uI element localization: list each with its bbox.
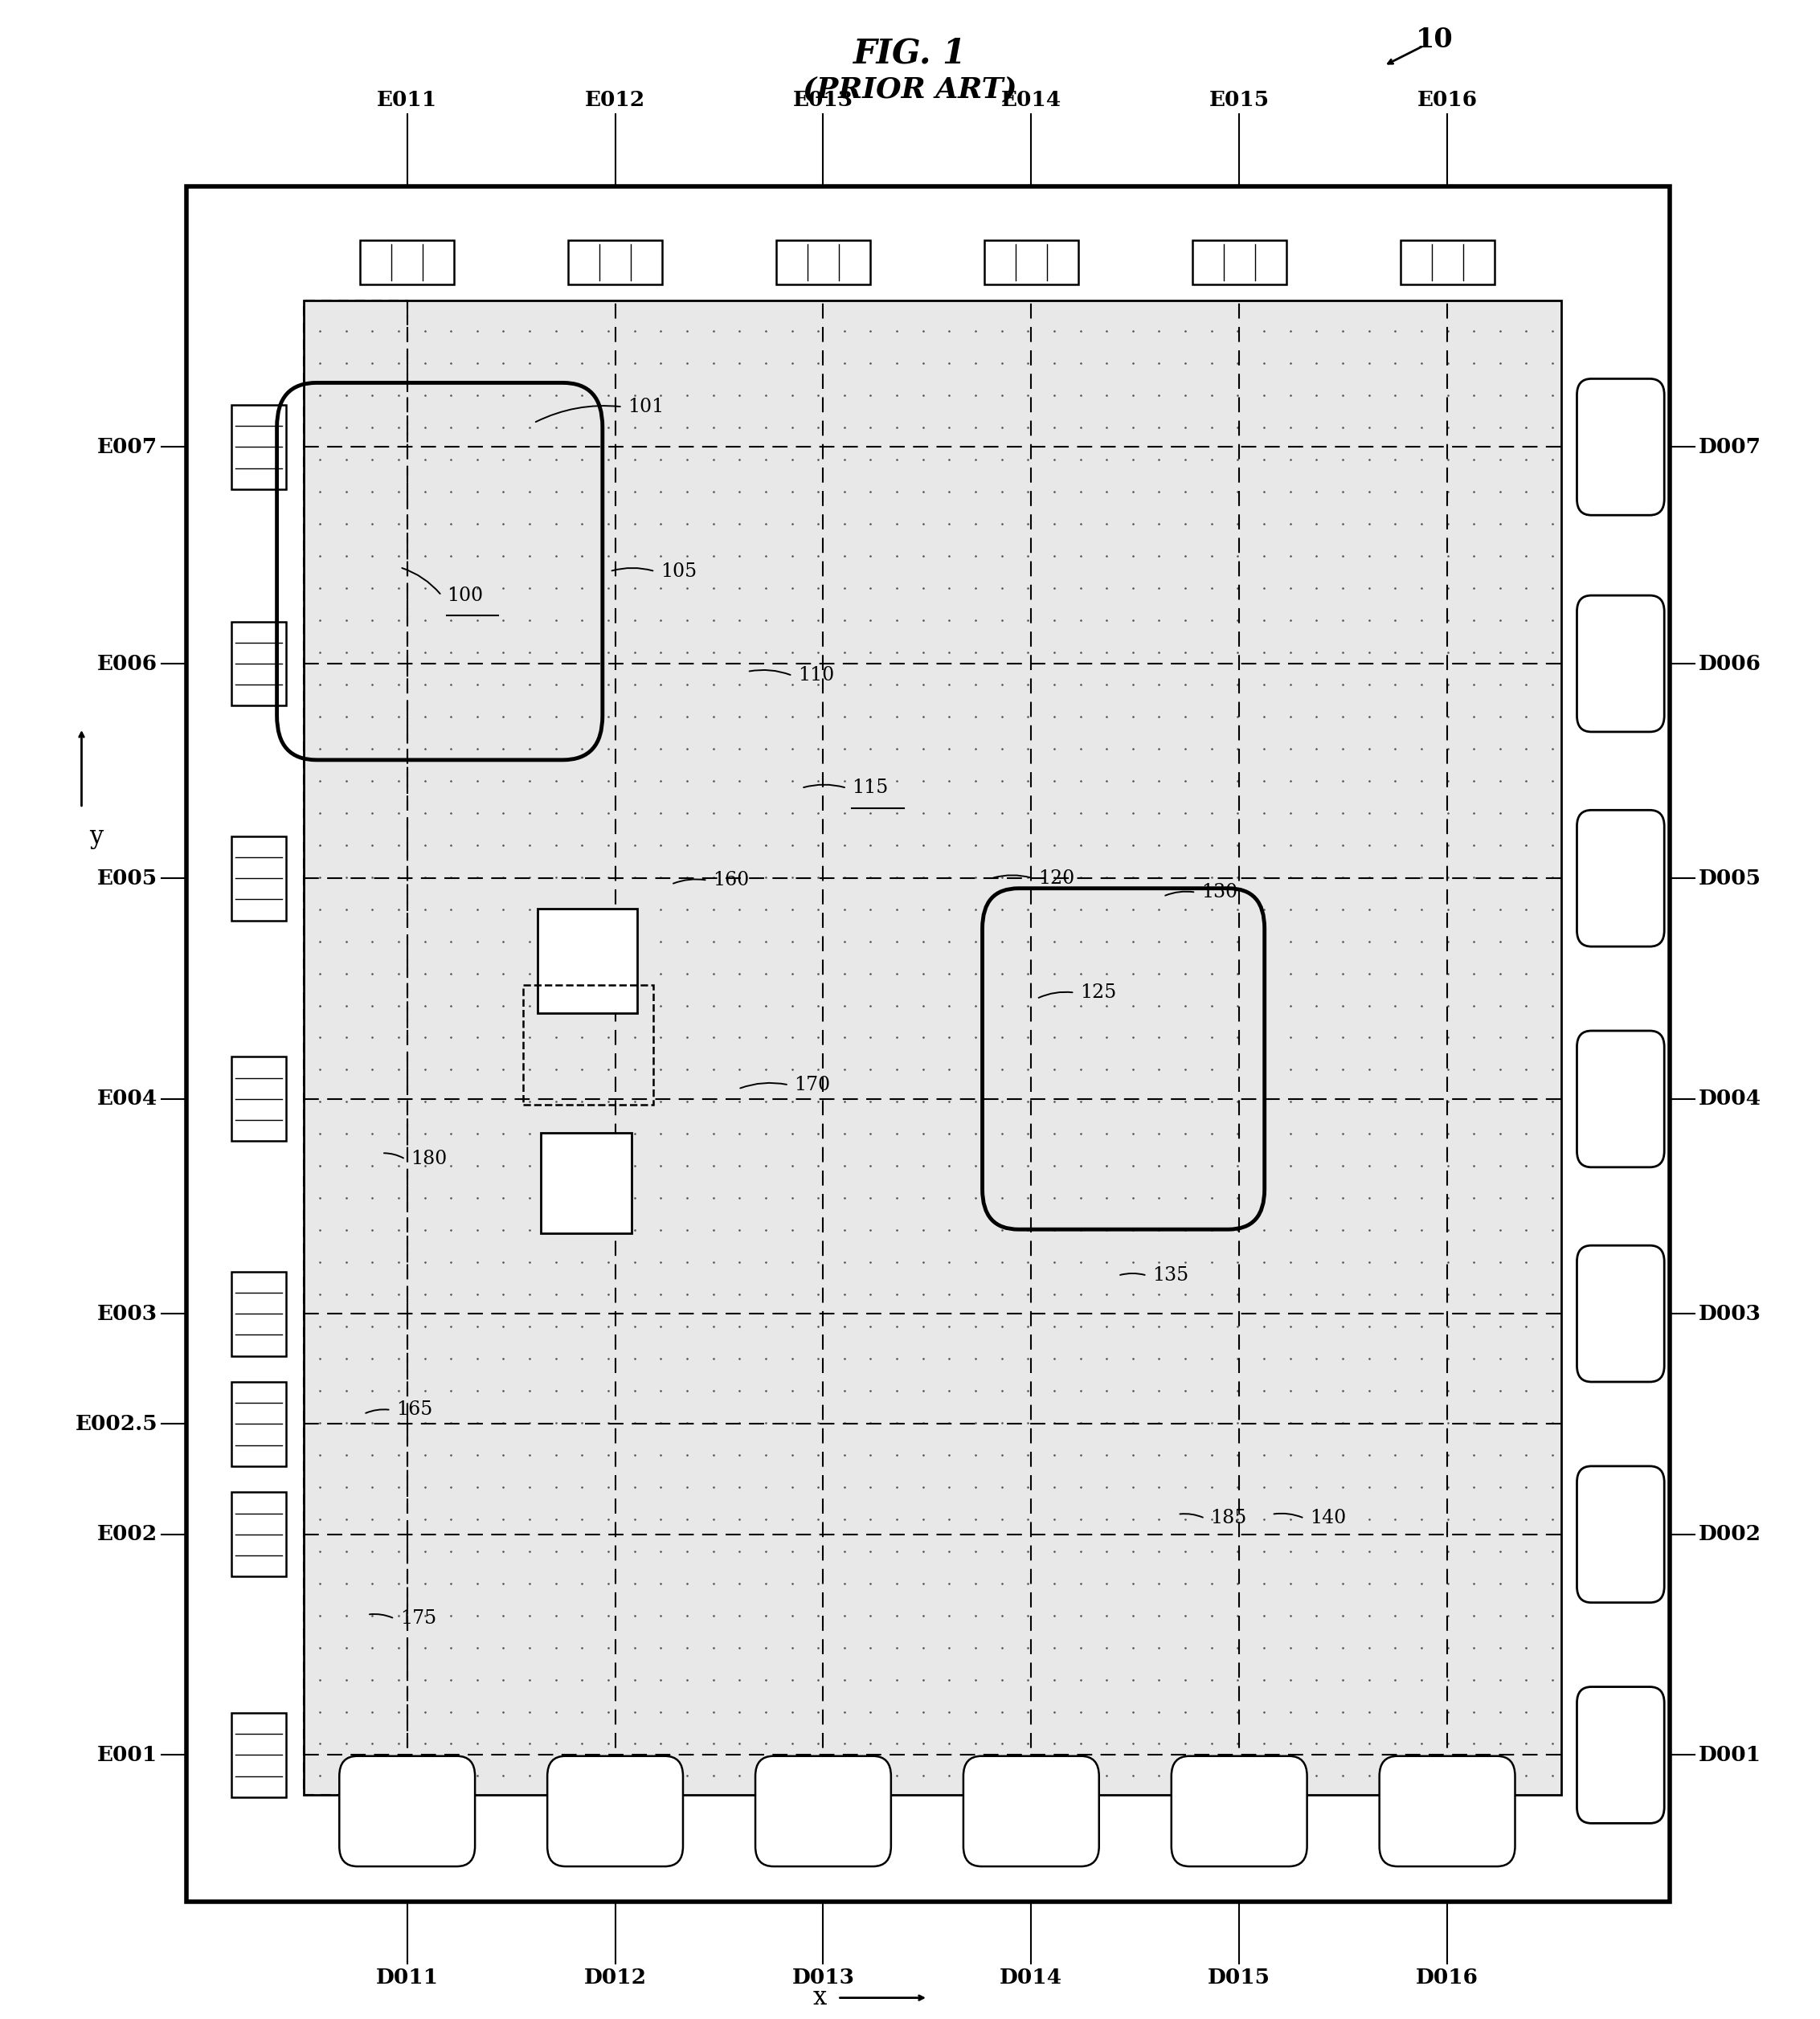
Bar xyxy=(1192,240,1287,285)
Text: D004: D004 xyxy=(1698,1088,1762,1108)
Text: E015: E015 xyxy=(1208,89,1269,109)
Bar xyxy=(304,301,408,1795)
FancyBboxPatch shape xyxy=(1576,596,1663,731)
Bar xyxy=(231,1712,286,1797)
FancyBboxPatch shape xyxy=(963,1757,1099,1866)
Text: 130: 130 xyxy=(1201,882,1238,902)
Bar xyxy=(231,1492,286,1577)
Bar xyxy=(541,1133,632,1234)
FancyBboxPatch shape xyxy=(755,1757,892,1866)
Text: 100: 100 xyxy=(448,586,482,604)
Text: D014: D014 xyxy=(999,1969,1063,1989)
Text: D013: D013 xyxy=(792,1969,855,1989)
Bar xyxy=(231,836,286,921)
Text: D003: D003 xyxy=(1698,1304,1762,1324)
Bar xyxy=(537,909,637,1014)
Bar xyxy=(1400,240,1494,285)
Bar xyxy=(775,240,870,285)
Text: y: y xyxy=(89,824,104,850)
Text: D015: D015 xyxy=(1208,1969,1270,1989)
Text: E001: E001 xyxy=(96,1744,158,1765)
Text: E014: E014 xyxy=(1001,89,1061,109)
Text: E003: E003 xyxy=(96,1304,158,1324)
Text: E002: E002 xyxy=(96,1524,158,1545)
Text: 185: 185 xyxy=(1210,1508,1247,1528)
Bar xyxy=(522,985,653,1104)
Text: 105: 105 xyxy=(661,561,697,581)
Text: 10: 10 xyxy=(1416,26,1454,52)
Bar xyxy=(304,301,1562,1795)
Text: E012: E012 xyxy=(584,89,646,109)
Text: E004: E004 xyxy=(96,1088,158,1108)
Text: D002: D002 xyxy=(1698,1524,1762,1545)
Text: FIG. 1: FIG. 1 xyxy=(854,36,966,71)
Text: E007: E007 xyxy=(96,436,158,456)
Text: D006: D006 xyxy=(1698,654,1762,674)
Bar xyxy=(304,301,1562,1795)
Bar xyxy=(231,1381,286,1466)
Text: 165: 165 xyxy=(397,1401,433,1419)
Text: 110: 110 xyxy=(797,666,834,684)
Text: 160: 160 xyxy=(713,870,750,890)
Bar xyxy=(568,240,662,285)
FancyBboxPatch shape xyxy=(1380,1757,1514,1866)
Text: D012: D012 xyxy=(584,1969,646,1989)
Text: x: x xyxy=(814,1985,826,2011)
Bar xyxy=(360,240,455,285)
Text: E016: E016 xyxy=(1418,89,1478,109)
Bar xyxy=(231,622,286,707)
Text: (PRIOR ART): (PRIOR ART) xyxy=(803,77,1017,103)
Text: 170: 170 xyxy=(794,1076,830,1094)
Text: 101: 101 xyxy=(628,398,664,416)
Text: 125: 125 xyxy=(1079,983,1116,1001)
Text: D001: D001 xyxy=(1698,1744,1762,1765)
Text: D005: D005 xyxy=(1698,868,1762,888)
Text: D011: D011 xyxy=(375,1969,439,1989)
Text: D007: D007 xyxy=(1698,436,1762,456)
Text: E002.5: E002.5 xyxy=(75,1413,158,1433)
Text: E011: E011 xyxy=(377,89,437,109)
Text: 135: 135 xyxy=(1152,1266,1188,1284)
Text: E006: E006 xyxy=(96,654,158,674)
Text: D016: D016 xyxy=(1416,1969,1478,1989)
Bar xyxy=(985,240,1077,285)
FancyBboxPatch shape xyxy=(1576,1686,1663,1823)
FancyBboxPatch shape xyxy=(1576,810,1663,947)
Text: 120: 120 xyxy=(1039,868,1076,888)
FancyBboxPatch shape xyxy=(1576,1466,1663,1603)
Bar xyxy=(231,406,286,489)
Bar xyxy=(186,186,1669,1902)
FancyBboxPatch shape xyxy=(339,1757,475,1866)
FancyBboxPatch shape xyxy=(1576,380,1663,515)
Bar xyxy=(231,1056,286,1141)
FancyBboxPatch shape xyxy=(1172,1757,1307,1866)
Bar xyxy=(231,1272,286,1357)
FancyBboxPatch shape xyxy=(1576,1246,1663,1381)
Text: E013: E013 xyxy=(794,89,854,109)
Text: 140: 140 xyxy=(1310,1508,1347,1528)
Text: 180: 180 xyxy=(411,1151,448,1169)
Text: E005: E005 xyxy=(96,868,158,888)
Text: 175: 175 xyxy=(400,1609,437,1627)
FancyBboxPatch shape xyxy=(548,1757,682,1866)
FancyBboxPatch shape xyxy=(1576,1032,1663,1167)
Text: 115: 115 xyxy=(852,779,888,798)
